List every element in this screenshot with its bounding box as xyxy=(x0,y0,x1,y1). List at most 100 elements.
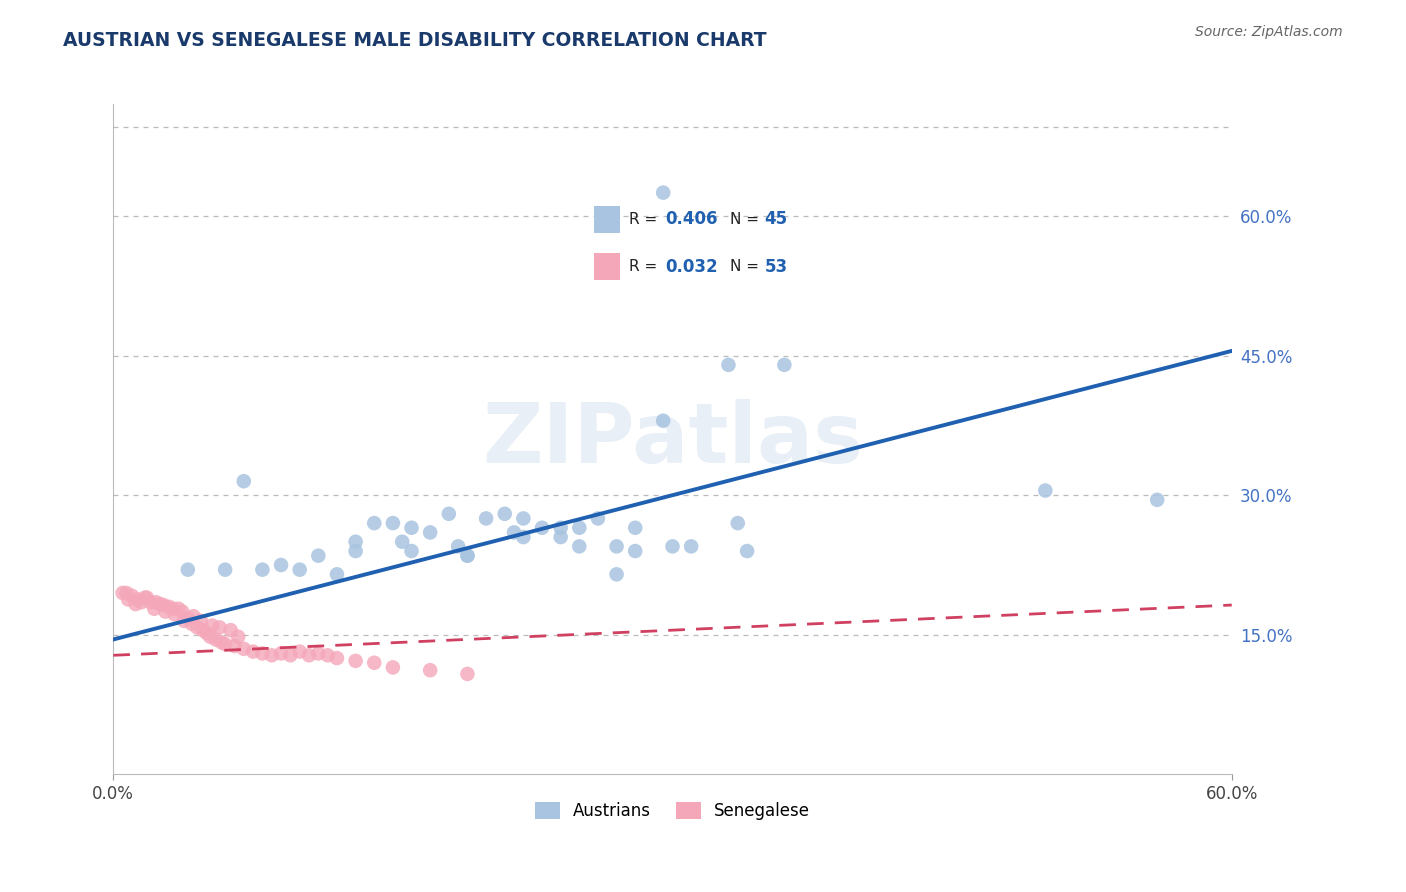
Point xyxy=(155,605,177,619)
Point xyxy=(363,516,385,530)
Point xyxy=(550,530,572,544)
Point xyxy=(568,521,591,535)
Point xyxy=(456,549,478,563)
Point xyxy=(180,616,202,631)
Point xyxy=(624,521,647,535)
Point xyxy=(162,601,184,615)
FancyBboxPatch shape xyxy=(593,253,620,280)
Point xyxy=(195,626,218,640)
Point xyxy=(316,648,339,663)
Point xyxy=(209,635,232,649)
Point xyxy=(717,358,740,372)
Text: R =: R = xyxy=(628,212,662,227)
Point xyxy=(326,651,349,665)
Point xyxy=(134,591,156,605)
Point xyxy=(475,511,498,525)
Point xyxy=(270,558,292,572)
Text: N =: N = xyxy=(731,212,765,227)
Point xyxy=(191,623,214,637)
Point xyxy=(298,648,321,663)
Point xyxy=(121,589,143,603)
Point xyxy=(163,607,186,622)
Point xyxy=(307,647,329,661)
Point xyxy=(288,563,311,577)
Point xyxy=(494,507,516,521)
Point xyxy=(419,525,441,540)
Point xyxy=(111,586,134,600)
Point xyxy=(391,534,413,549)
Point xyxy=(224,639,246,653)
Point xyxy=(201,618,224,632)
Point xyxy=(401,521,423,535)
Point xyxy=(606,540,628,554)
Point xyxy=(124,597,146,611)
Point xyxy=(214,637,236,651)
Point xyxy=(661,540,683,554)
Point xyxy=(260,648,283,663)
Point xyxy=(135,591,157,605)
Point xyxy=(200,630,222,644)
Point xyxy=(177,611,200,625)
Point xyxy=(157,599,180,614)
Point xyxy=(681,540,703,554)
Point xyxy=(326,567,349,582)
Point xyxy=(344,534,367,549)
Point xyxy=(145,595,167,609)
Point xyxy=(127,592,149,607)
Point xyxy=(152,598,174,612)
Point xyxy=(183,609,205,624)
Point xyxy=(173,614,195,628)
Point xyxy=(270,647,292,661)
Point xyxy=(531,521,554,535)
Point xyxy=(204,632,226,647)
FancyBboxPatch shape xyxy=(593,206,620,233)
Point xyxy=(307,549,329,563)
Point xyxy=(232,641,254,656)
Text: Source: ZipAtlas.com: Source: ZipAtlas.com xyxy=(1195,25,1343,39)
Point xyxy=(456,667,478,681)
Text: ZIPatlas: ZIPatlas xyxy=(482,399,863,480)
Point xyxy=(381,516,404,530)
Text: N =: N = xyxy=(731,260,765,274)
Point xyxy=(419,663,441,677)
Point xyxy=(512,530,534,544)
Point xyxy=(624,544,647,558)
Point xyxy=(288,644,311,658)
Point xyxy=(214,563,236,577)
Point xyxy=(512,511,534,525)
Point xyxy=(735,544,758,558)
Point xyxy=(139,595,162,609)
Point xyxy=(252,647,274,661)
Text: AUSTRIAN VS SENEGALESE MALE DISABILITY CORRELATION CHART: AUSTRIAN VS SENEGALESE MALE DISABILITY C… xyxy=(63,31,766,50)
Text: R =: R = xyxy=(628,260,662,274)
Text: 45: 45 xyxy=(765,211,787,228)
Point xyxy=(143,601,166,615)
Point xyxy=(208,620,231,634)
Point xyxy=(117,592,139,607)
Point xyxy=(115,586,138,600)
Point xyxy=(1146,492,1168,507)
Point xyxy=(344,544,367,558)
Point xyxy=(344,654,367,668)
Point xyxy=(226,630,249,644)
Point xyxy=(129,595,152,609)
Point xyxy=(190,614,212,628)
Point xyxy=(232,474,254,488)
Point xyxy=(177,563,200,577)
Point xyxy=(381,660,404,674)
Point xyxy=(167,601,190,615)
Point xyxy=(652,414,675,428)
Text: 53: 53 xyxy=(765,258,787,276)
Point xyxy=(503,525,526,540)
Point xyxy=(252,563,274,577)
Point xyxy=(447,540,470,554)
Point xyxy=(606,567,628,582)
Text: 0.406: 0.406 xyxy=(665,211,718,228)
Legend: Austrians, Senegalese: Austrians, Senegalese xyxy=(529,795,817,827)
Point xyxy=(773,358,796,372)
Point xyxy=(568,540,591,554)
Point xyxy=(550,521,572,535)
Point xyxy=(1033,483,1056,498)
Point xyxy=(586,511,609,525)
Point xyxy=(172,605,194,619)
